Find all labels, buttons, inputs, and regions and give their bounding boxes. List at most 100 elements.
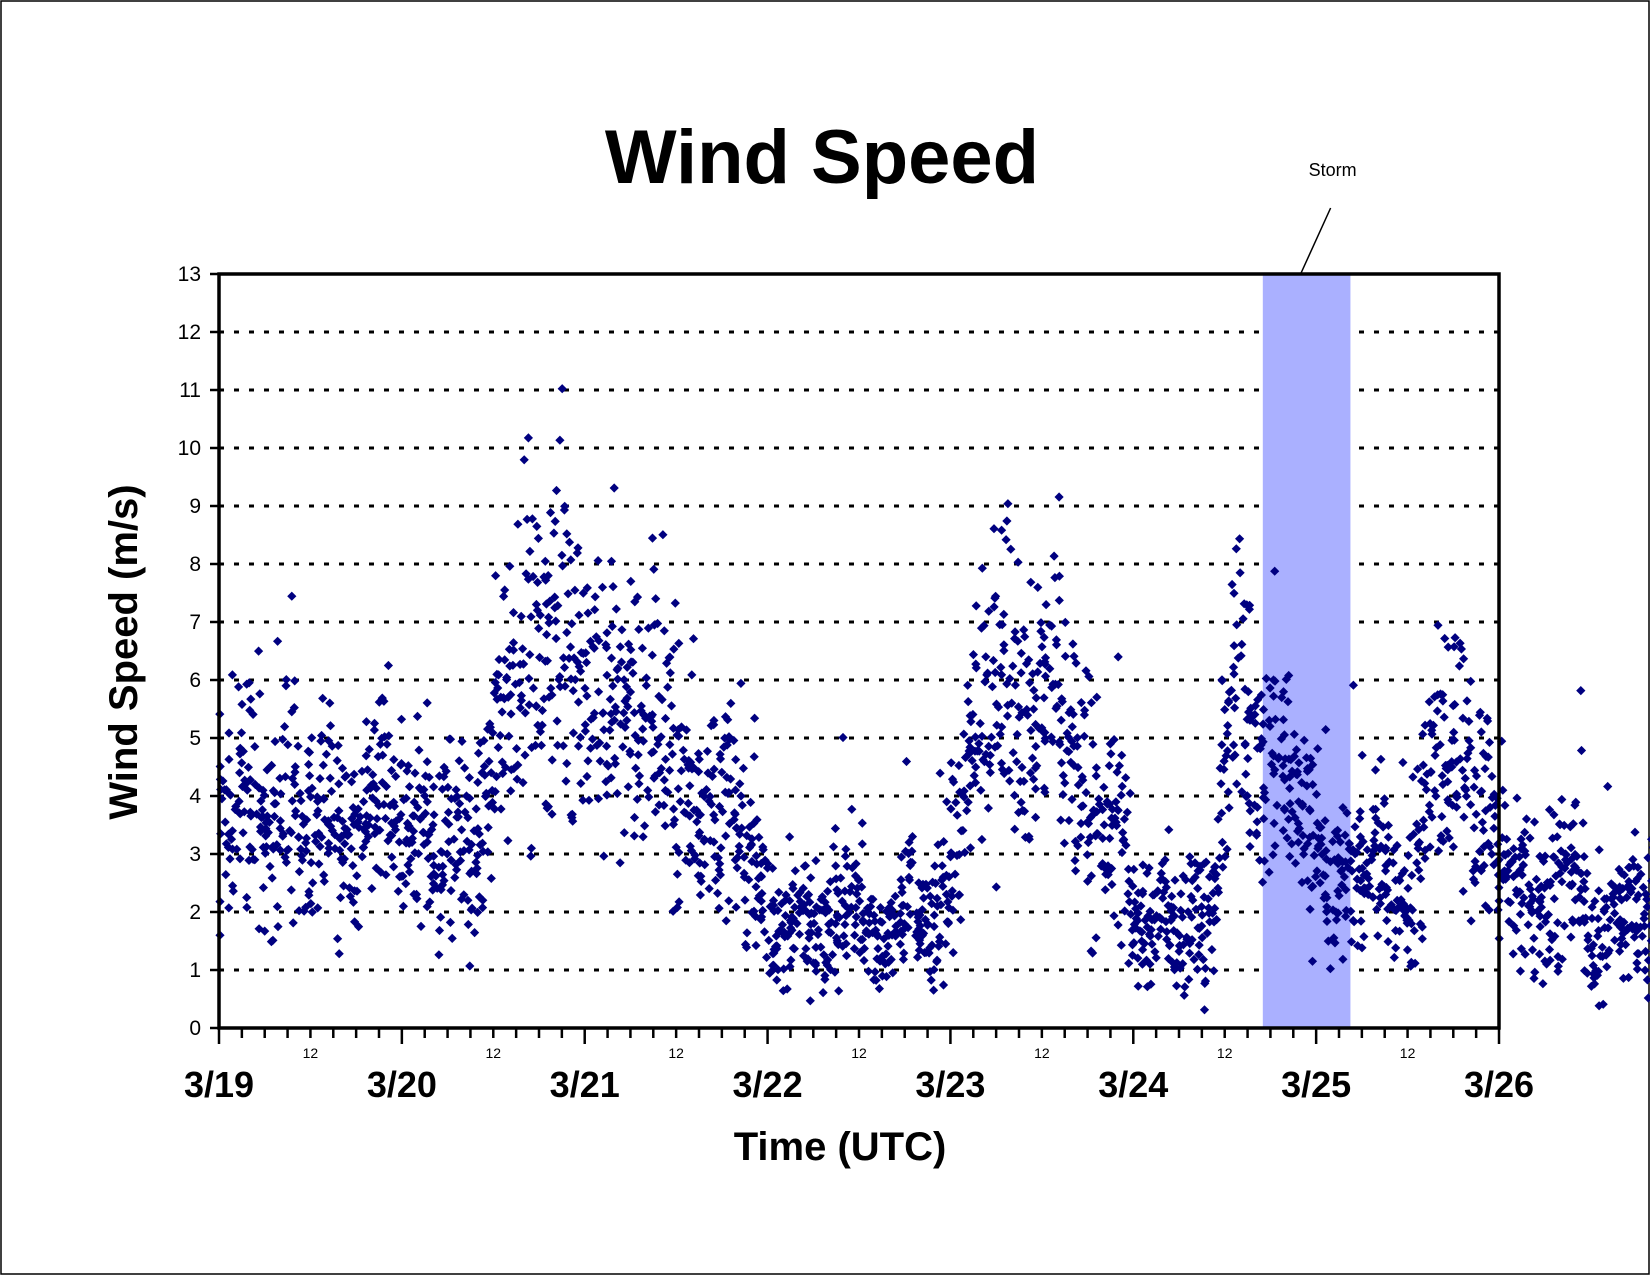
data-point [333, 934, 343, 944]
data-point [272, 840, 282, 850]
data-point [451, 785, 461, 795]
data-point [1373, 818, 1383, 828]
data-point [653, 739, 663, 749]
data-point [1287, 839, 1297, 849]
data-point [524, 673, 534, 684]
data-point [870, 916, 880, 926]
data-point [939, 837, 949, 847]
data-point [1447, 762, 1457, 772]
data-point [1396, 895, 1406, 905]
data-point [441, 766, 451, 776]
data-point [836, 873, 846, 883]
data-point [696, 871, 706, 881]
data-point [872, 931, 883, 941]
data-point [469, 826, 479, 836]
data-point [870, 967, 880, 977]
data-point [514, 678, 524, 688]
data-point [1081, 788, 1091, 798]
data-point [602, 670, 612, 680]
data-point [759, 927, 770, 937]
data-point [483, 847, 493, 857]
data-point [224, 754, 234, 764]
data-point [337, 763, 348, 773]
data-point [560, 501, 570, 511]
data-point [518, 644, 528, 654]
data-point [1192, 964, 1202, 974]
data-point [278, 734, 288, 744]
data-point [1339, 872, 1349, 882]
data-point [1267, 748, 1277, 758]
data-point [394, 814, 404, 824]
data-point [472, 869, 482, 879]
data-point [434, 771, 444, 781]
data-point [1381, 843, 1391, 853]
data-point [1033, 582, 1043, 592]
data-point [797, 904, 807, 914]
data-point [1222, 729, 1232, 739]
data-point [924, 948, 934, 958]
data-point [650, 807, 660, 817]
data-point [787, 912, 797, 922]
data-point [1024, 831, 1034, 842]
data-point [722, 772, 732, 782]
data-point [1293, 837, 1303, 847]
data-point [1557, 877, 1567, 887]
data-point [1498, 867, 1509, 877]
data-point [273, 636, 283, 646]
data-point [465, 793, 475, 803]
data-point [224, 728, 234, 738]
data-point [746, 797, 756, 807]
data-point [715, 749, 725, 759]
data-point [1333, 858, 1343, 869]
data-point [997, 620, 1007, 630]
data-point [290, 762, 300, 772]
data-point [520, 750, 530, 760]
data-point [568, 728, 578, 738]
data-point [418, 827, 428, 837]
data-point [368, 770, 378, 780]
data-point [628, 668, 638, 678]
data-point [402, 766, 412, 776]
data-point [1064, 815, 1074, 826]
data-point [285, 826, 295, 836]
data-point [852, 889, 862, 899]
data-point [1553, 966, 1563, 976]
data-point [490, 787, 500, 797]
data-point [352, 886, 362, 896]
data-point [1103, 861, 1113, 871]
data-point [280, 772, 290, 782]
data-point [1217, 837, 1227, 847]
data-point [1176, 889, 1186, 899]
data-point [742, 942, 752, 952]
data-point [475, 738, 485, 748]
data-point [1244, 798, 1254, 808]
data-point [248, 854, 258, 864]
data-point [1068, 709, 1078, 719]
data-point [325, 698, 335, 708]
data-point [608, 582, 618, 592]
data-point [368, 793, 378, 803]
data-point [438, 861, 448, 871]
data-point [871, 975, 881, 985]
data-point [1025, 768, 1036, 778]
data-point [929, 985, 939, 995]
data-point [1418, 760, 1428, 770]
data-point [453, 812, 463, 822]
data-point [1312, 818, 1322, 828]
data-point [1209, 966, 1219, 976]
data-point [272, 902, 282, 912]
data-point [396, 714, 407, 724]
data-point [463, 813, 473, 823]
data-point [668, 906, 678, 916]
data-point [1113, 805, 1123, 815]
data-point [339, 854, 349, 864]
y-tick-label: 13 [178, 263, 201, 286]
data-point [1201, 857, 1211, 867]
data-point [1190, 858, 1200, 868]
data-point [332, 756, 342, 766]
data-point [1438, 690, 1448, 700]
data-point [849, 944, 859, 954]
data-point [1588, 960, 1598, 971]
data-point [1621, 940, 1631, 950]
